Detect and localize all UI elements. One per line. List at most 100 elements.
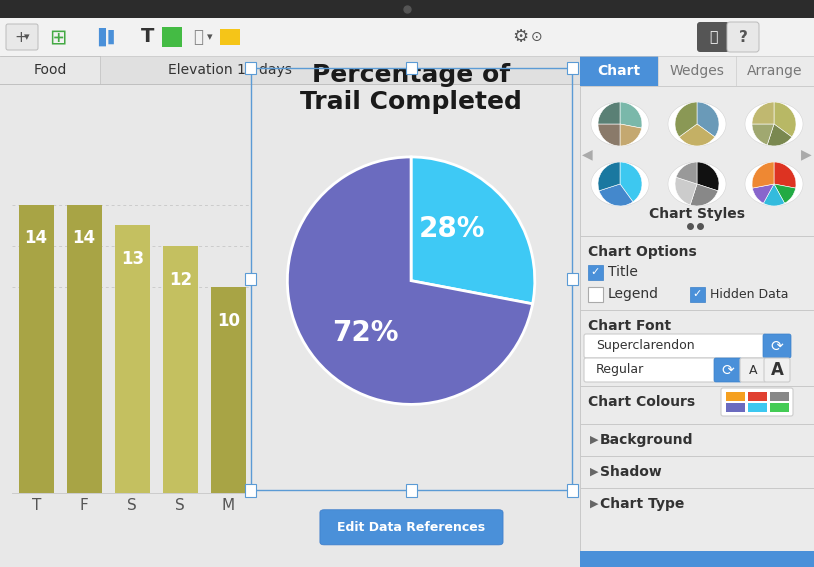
Bar (690, 287, 705, 302)
FancyBboxPatch shape (740, 358, 766, 382)
Text: ▶: ▶ (590, 435, 598, 445)
Bar (19, 205, 54, 493)
Bar (726, 403, 745, 412)
Wedge shape (774, 102, 796, 137)
Text: ?: ? (738, 29, 747, 44)
Text: 72%: 72% (332, 319, 399, 346)
Text: A: A (771, 361, 783, 379)
Ellipse shape (668, 102, 726, 146)
Bar (726, 392, 745, 401)
Bar (588, 265, 603, 280)
Bar (0, 0, 814, 18)
FancyBboxPatch shape (584, 358, 716, 382)
Bar (67, 205, 102, 493)
Wedge shape (752, 124, 774, 145)
Bar (588, 287, 603, 302)
Wedge shape (768, 124, 792, 146)
Bar (0, 18, 814, 56)
Text: Regular: Regular (596, 363, 644, 376)
Wedge shape (752, 184, 774, 204)
Ellipse shape (591, 102, 649, 146)
FancyBboxPatch shape (763, 334, 791, 358)
Wedge shape (774, 184, 795, 204)
Bar (220, 29, 240, 45)
Title: Percentage of
Trail Completed: Percentage of Trail Completed (300, 62, 522, 115)
FancyBboxPatch shape (584, 334, 766, 358)
Bar (580, 56, 814, 567)
Wedge shape (752, 162, 774, 188)
FancyBboxPatch shape (764, 358, 790, 382)
Wedge shape (697, 102, 719, 137)
Wedge shape (752, 102, 774, 124)
Wedge shape (599, 184, 633, 206)
Text: ▶: ▶ (590, 467, 598, 477)
FancyBboxPatch shape (6, 24, 38, 50)
Wedge shape (690, 184, 718, 206)
Text: 12: 12 (168, 270, 192, 289)
Wedge shape (774, 162, 796, 188)
Text: Chart Type: Chart Type (600, 497, 685, 511)
Bar (0, 84, 580, 567)
Bar (580, 551, 814, 567)
Wedge shape (598, 162, 620, 191)
Ellipse shape (591, 162, 649, 206)
Text: 13: 13 (120, 250, 144, 268)
FancyBboxPatch shape (697, 22, 729, 52)
Text: ⬜: ⬜ (193, 28, 203, 46)
Ellipse shape (668, 162, 726, 206)
Text: 14: 14 (24, 230, 48, 247)
Wedge shape (697, 162, 719, 191)
Text: Superclarendon: Superclarendon (596, 340, 694, 353)
Bar (580, 56, 658, 86)
Bar (748, 403, 767, 412)
Text: ▐: ▐ (103, 30, 113, 44)
Text: ⟳: ⟳ (771, 338, 783, 353)
Text: ▾: ▾ (24, 32, 29, 42)
Text: ✓: ✓ (693, 289, 702, 299)
Text: 10: 10 (217, 312, 240, 330)
Wedge shape (598, 102, 620, 124)
Bar (162, 27, 182, 47)
Text: Title: Title (608, 265, 638, 279)
Text: A: A (749, 363, 757, 376)
Text: ▾: ▾ (207, 32, 212, 42)
Text: Chart Colours: Chart Colours (588, 395, 695, 409)
Wedge shape (411, 157, 535, 304)
Text: 🔧: 🔧 (709, 30, 717, 44)
Text: Chart Styles: Chart Styles (649, 207, 745, 221)
Text: Elevation 14 days: Elevation 14 days (168, 63, 292, 77)
Text: Edit Data References: Edit Data References (338, 521, 485, 534)
Text: ⚙: ⚙ (512, 28, 528, 46)
Text: ◀: ◀ (582, 147, 593, 161)
Wedge shape (679, 124, 715, 146)
Bar (770, 392, 789, 401)
Text: ⊙: ⊙ (532, 30, 543, 44)
Text: T: T (142, 28, 155, 46)
Text: Chart Font: Chart Font (588, 319, 671, 333)
Text: ▐: ▐ (91, 28, 105, 46)
Bar (0, 56, 100, 84)
Text: Chart Options: Chart Options (588, 245, 697, 259)
Text: ⊞: ⊞ (50, 27, 67, 47)
Text: Legend: Legend (608, 287, 659, 301)
Wedge shape (620, 102, 642, 128)
Text: +: + (14, 29, 27, 44)
Bar (748, 392, 767, 401)
Text: Background: Background (600, 433, 694, 447)
Text: ▶: ▶ (801, 147, 812, 161)
Wedge shape (675, 102, 697, 137)
Text: 14: 14 (72, 230, 96, 247)
Wedge shape (764, 184, 785, 206)
Text: Chart: Chart (597, 64, 641, 78)
Wedge shape (620, 162, 642, 202)
Text: ▶: ▶ (590, 499, 598, 509)
Ellipse shape (745, 162, 803, 206)
Text: Shadow: Shadow (600, 465, 662, 479)
Bar (115, 225, 150, 493)
Text: 28%: 28% (418, 215, 485, 243)
Wedge shape (287, 157, 532, 404)
Text: ✓: ✓ (591, 267, 600, 277)
Bar (770, 403, 789, 412)
Text: Arrange: Arrange (747, 64, 803, 78)
Text: Hidden Data: Hidden Data (710, 287, 789, 301)
